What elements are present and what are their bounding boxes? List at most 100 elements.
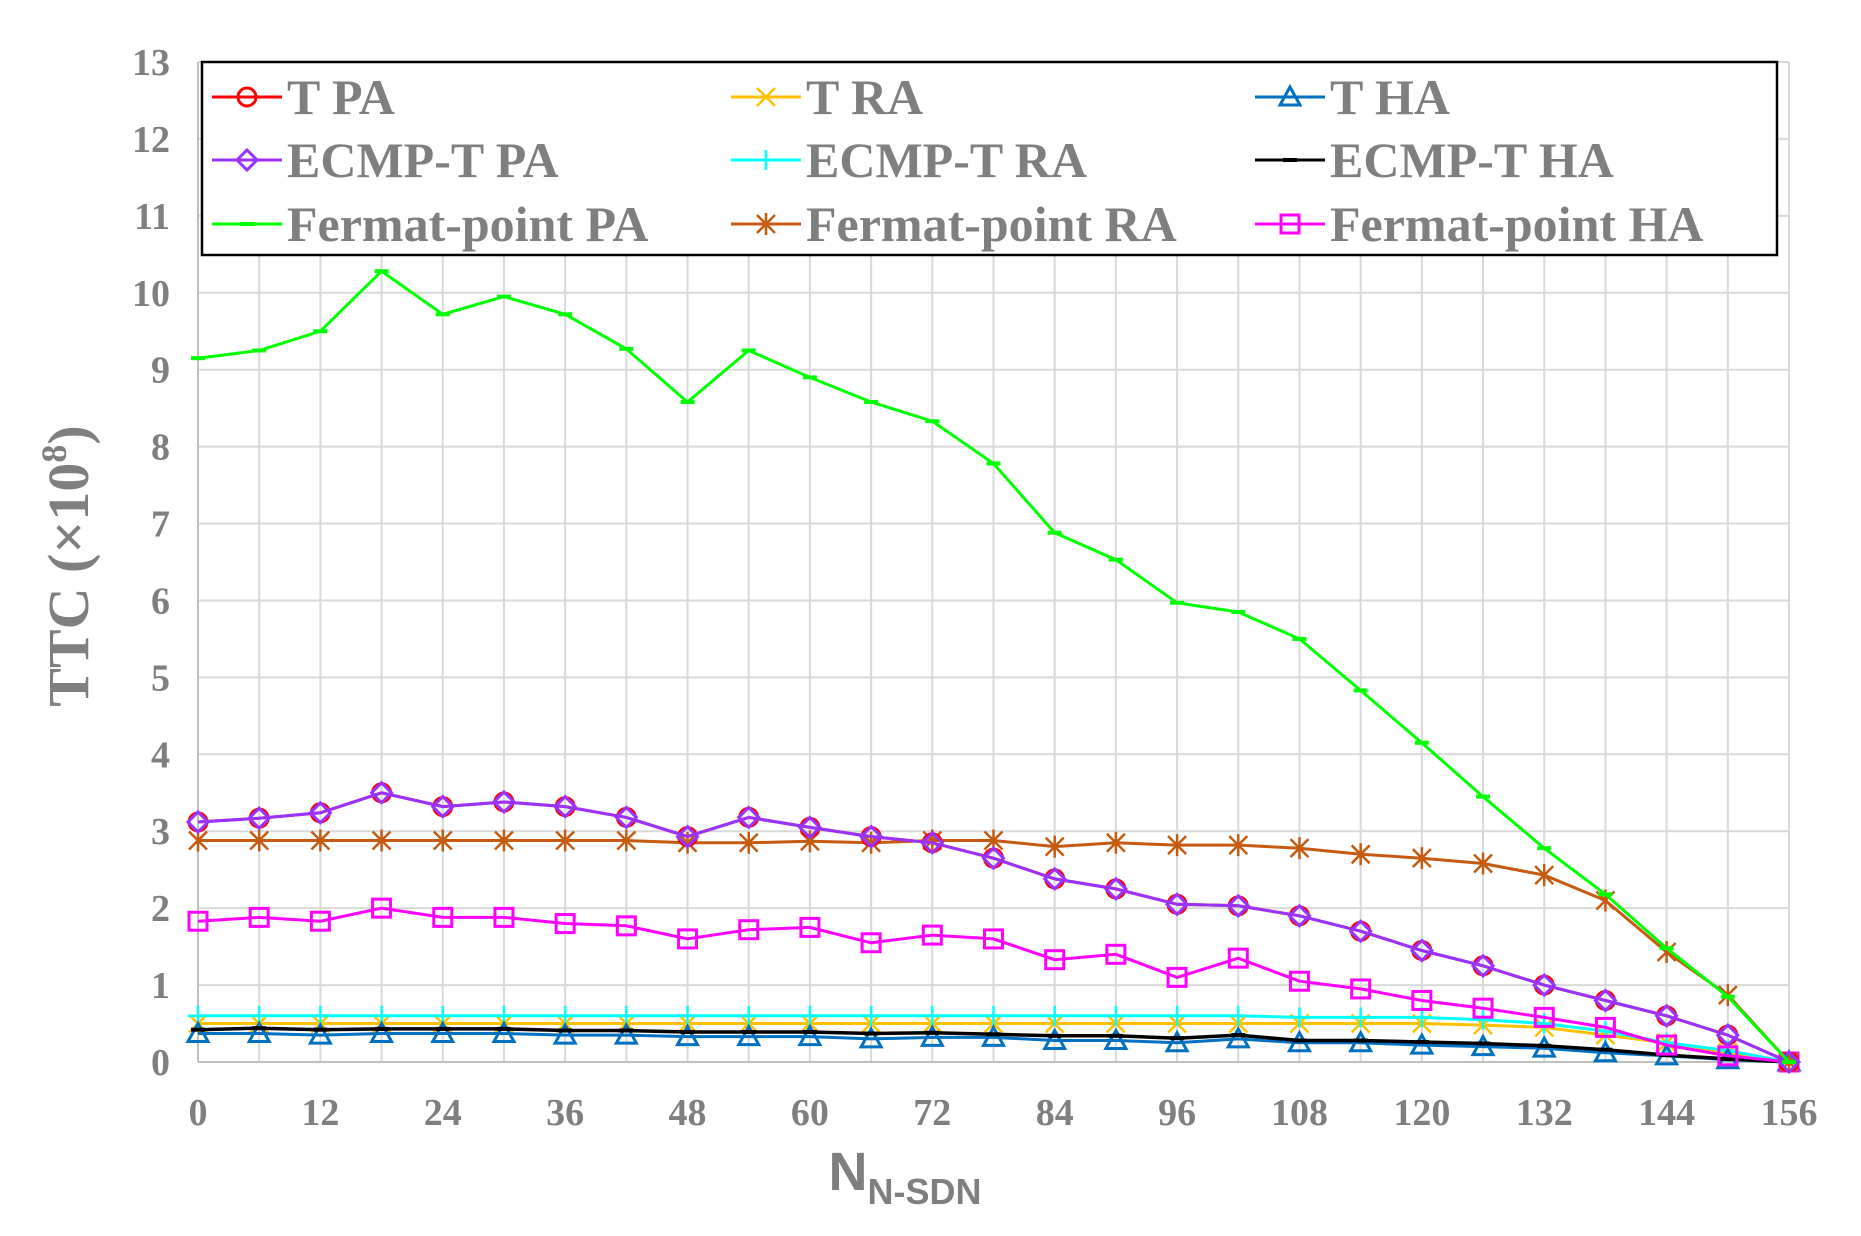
data-point-t-ha <box>613 1021 639 1045</box>
legend-box <box>200 60 1779 257</box>
legend-label: ECMP-T HA <box>1330 132 1614 188</box>
series-line-t-ha <box>198 1032 1790 1064</box>
data-point-fermat-point-ra <box>555 829 576 852</box>
data-point-ecmp-t-ra <box>1289 1007 1310 1028</box>
x-tick-labels: 0 12 24 36 48 60 72 84 96 108 120 132 144 156 <box>189 1092 1818 1134</box>
x-tick-label: 12 <box>301 1092 339 1134</box>
data-point-t-ha <box>736 1023 762 1047</box>
series-line-fermat-point-ha <box>197 906 1790 1064</box>
legend-item-ecmp-t-ra: ECMP-T RA <box>731 132 1087 188</box>
legend-item-t-ra: T RA <box>731 69 923 125</box>
data-point-ecmp-t-ra <box>1350 1007 1371 1028</box>
x-tick-label: 36 <box>546 1092 584 1134</box>
data-point-ecmp-t-pa <box>553 794 578 819</box>
data-point-t-ha <box>1470 1033 1496 1057</box>
data-point-fermat-point-ra <box>432 829 453 852</box>
series-ecmp-t-pa <box>185 780 1802 1075</box>
data-point-fermat-point-ha <box>1656 1034 1678 1056</box>
x-tick-label: 0 <box>189 1092 208 1134</box>
legend-item-fermat-point-ha: Fermat-point HA <box>1255 196 1704 252</box>
data-point-ecmp-t-ra <box>1228 1005 1249 1026</box>
axes <box>197 62 1789 1063</box>
y-tick-label: 12 <box>132 119 170 161</box>
data-point-t-ha <box>552 1021 578 1045</box>
data-point-fermat-point-ha <box>1166 966 1188 988</box>
legend-swatch-marker <box>756 150 776 170</box>
data-point-ecmp-t-pa <box>1348 919 1373 944</box>
data-point-fermat-point-ha <box>1594 1016 1616 1038</box>
legend-label: Fermat-point HA <box>1330 196 1704 252</box>
y-tick-label: 1 <box>151 965 170 1007</box>
legend-label: T HA <box>1330 69 1450 125</box>
x-tick-label: 24 <box>424 1092 462 1134</box>
data-point-ecmp-t-pa <box>614 805 639 830</box>
data-point-fermat-point-ha <box>860 932 882 954</box>
data-point-ecmp-t-ra <box>922 1005 943 1026</box>
data-point-t-ha <box>246 1020 272 1044</box>
y-tick-label: 3 <box>151 811 170 853</box>
legend-swatch-marker <box>236 86 258 108</box>
data-point-ecmp-t-pa <box>491 789 517 815</box>
series-fermat-point-pa <box>191 269 1796 1064</box>
data-point-fermat-point-ha <box>983 928 1004 950</box>
data-point-fermat-point-ha <box>615 915 637 937</box>
data-point-t-ha <box>1103 1027 1129 1050</box>
data-point-fermat-point-ha <box>677 928 699 950</box>
y-tick-label: 11 <box>134 196 170 238</box>
data-point-fermat-point-ra <box>494 829 514 852</box>
data-point-t-ha <box>674 1023 701 1047</box>
data-point-ecmp-t-pa <box>247 806 272 831</box>
x-tick-label: 72 <box>913 1092 951 1134</box>
y-tick-label: 10 <box>132 273 170 315</box>
data-point-fermat-point-ra <box>1228 834 1249 857</box>
data-point-t-ha <box>858 1025 884 1049</box>
x-tick-label: 60 <box>791 1092 829 1134</box>
y-tick-label: 7 <box>151 504 170 546</box>
y-tick-label: 6 <box>151 580 170 622</box>
legend-swatch-marker <box>1279 213 1301 235</box>
data-point-fermat-point-ha <box>187 910 209 932</box>
data-point-ecmp-t-pa <box>1226 893 1251 918</box>
data-point-fermat-point-ra <box>371 829 392 852</box>
legend-label: T RA <box>806 69 923 125</box>
data-point-ecmp-t-pa <box>1776 1049 1802 1075</box>
legend-item-t-pa: T PA <box>212 69 395 125</box>
y-tick-label: 5 <box>151 657 170 699</box>
data-point-fermat-point-ha <box>1411 989 1433 1011</box>
data-point-ecmp-t-pa <box>1409 938 1434 963</box>
x-axis-label-main: N <box>829 1142 868 1202</box>
data-point-fermat-point-ra <box>738 831 759 854</box>
data-point-ecmp-t-ra <box>1473 1009 1494 1030</box>
y-tick-label: 9 <box>151 350 170 392</box>
data-point-fermat-point-ha <box>248 906 270 928</box>
y-axis-label-close: ) <box>36 425 101 444</box>
data-point-fermat-point-ha <box>1533 1006 1555 1028</box>
data-point-fermat-point-ha <box>1472 997 1494 1019</box>
data-point-ecmp-t-pa <box>858 824 884 849</box>
data-point-t-ha <box>1225 1025 1251 1049</box>
y-axis-label: TTC (×108) <box>34 425 101 706</box>
data-point-t-ha <box>980 1024 1007 1047</box>
legend-label: ECMP-T PA <box>287 132 559 188</box>
data-point-ecmp-t-ra <box>861 1005 882 1026</box>
data-point-ecmp-t-pa <box>1042 866 1067 892</box>
data-point-fermat-point-ha <box>1105 943 1127 965</box>
data-point-fermat-point-ha <box>1227 947 1249 969</box>
data-point-t-ha <box>919 1024 945 1047</box>
data-point-fermat-point-ha <box>432 906 454 928</box>
data-point-fermat-point-ha <box>1350 978 1372 1000</box>
data-point-ecmp-t-pa <box>797 815 823 840</box>
y-axis-label-exponent: 8 <box>34 445 74 463</box>
legend-swatch-marker <box>1277 83 1303 107</box>
data-point-fermat-point-ha <box>1288 970 1310 992</box>
y-tick-label: 13 <box>132 42 170 84</box>
data-point-ecmp-t-pa <box>675 824 700 849</box>
data-point-t-ha <box>369 1020 395 1044</box>
data-point-fermat-point-ha <box>554 913 576 935</box>
data-point-fermat-point-ha <box>493 906 515 928</box>
data-point-ecmp-t-pa <box>1103 876 1129 902</box>
data-point-fermat-point-ra <box>249 829 270 852</box>
data-point-t-ha <box>491 1020 517 1044</box>
